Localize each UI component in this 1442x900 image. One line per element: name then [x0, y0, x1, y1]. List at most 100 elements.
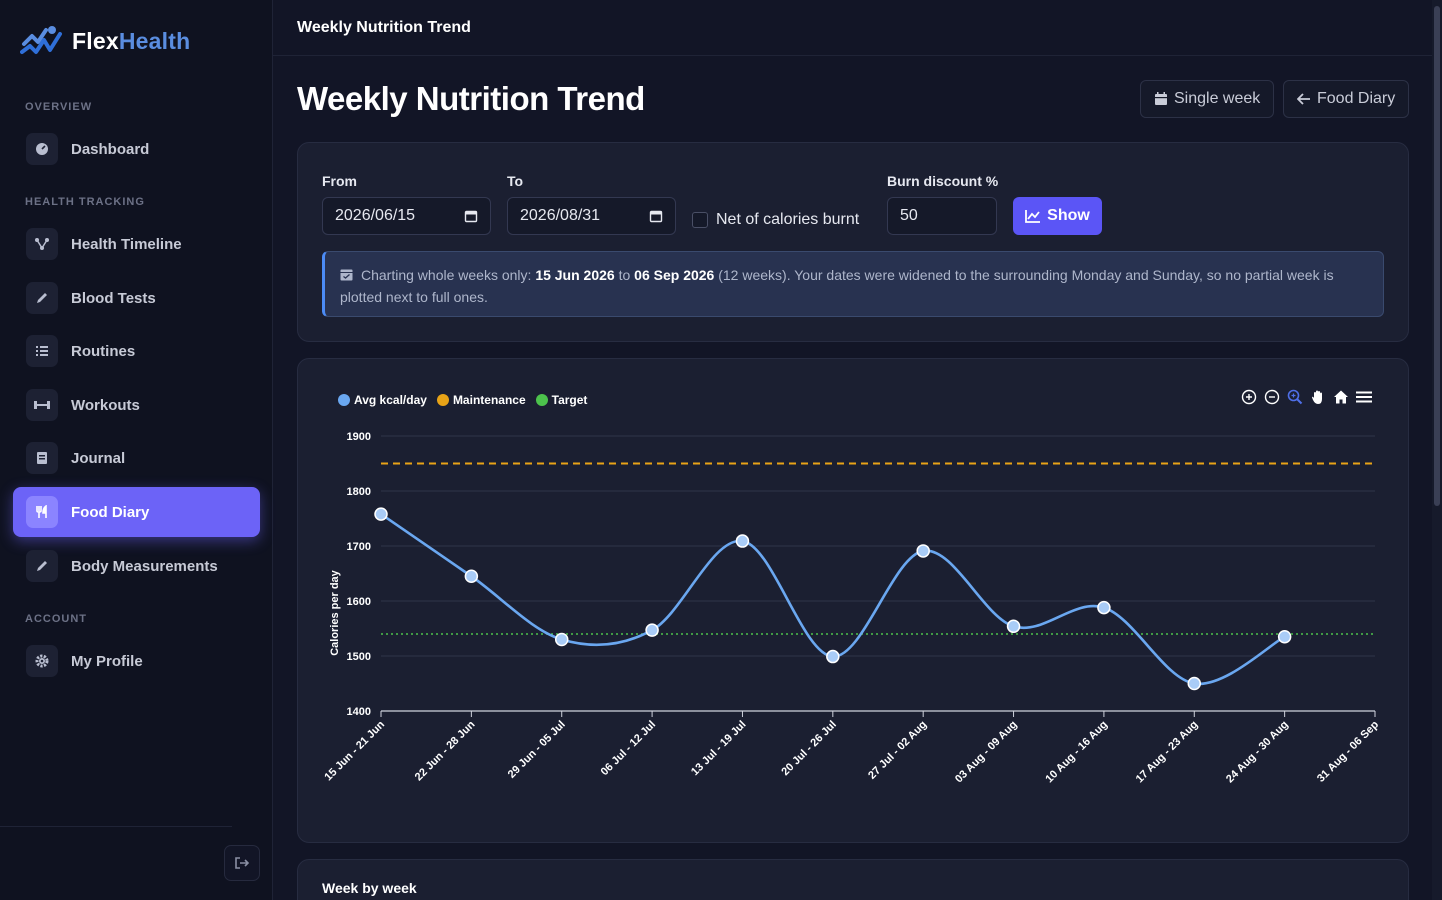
data-point[interactable]: [1097, 600, 1111, 615]
from-date-value: 2026/06/15: [335, 207, 416, 224]
calendar-icon[interactable]: [464, 209, 478, 223]
logout-button[interactable]: [224, 845, 260, 881]
calendar-check-icon: [340, 269, 353, 281]
brand-name: FlexHealth: [72, 27, 191, 54]
info-prefix: Charting whole weeks only:: [361, 267, 536, 283]
scrollbar-thumb[interactable]: [1434, 6, 1440, 506]
info-end-date: 06 Sep 2026: [634, 267, 715, 283]
from-label: From: [322, 173, 357, 189]
section-label-health-tracking: HEALTH TRACKING: [25, 196, 145, 208]
pan-hand-icon[interactable]: [1309, 388, 1327, 406]
sidebar-item-label: Blood Tests: [71, 289, 156, 307]
legend-item-maintenance[interactable]: Maintenance: [436, 393, 526, 407]
x-tick-label: 29 Jun - 05 Jul: [506, 719, 568, 781]
legend-label: Avg kcal/day: [354, 393, 427, 407]
sidebar-item-label: Workouts: [71, 396, 140, 414]
y-tick-label: 1500: [347, 651, 371, 663]
x-tick-label: 17 Aug - 23 Aug: [1134, 719, 1201, 786]
y-tick-label: 1800: [347, 486, 371, 498]
show-button[interactable]: Show: [1013, 197, 1102, 235]
data-point[interactable]: [464, 569, 479, 583]
y-tick-label: 1600: [347, 596, 371, 608]
y-tick-label: 1900: [347, 431, 371, 443]
y-tick-label: 1700: [347, 541, 371, 553]
chart-grid: [381, 435, 1375, 712]
to-date-value: 2026/08/31: [520, 207, 601, 224]
data-point[interactable]: [374, 507, 388, 521]
sidebar-item-label: My Profile: [71, 652, 143, 670]
dumbbell-icon: [26, 389, 58, 421]
timeline-icon: [26, 228, 58, 260]
sidebar-item-workouts[interactable]: Workouts: [13, 380, 260, 430]
sidebar-item-label: Journal: [71, 449, 126, 467]
gear-icon: [26, 645, 58, 677]
to-label: To: [507, 173, 524, 189]
week-by-week-card: Week by week: [297, 859, 1409, 900]
page-title: Weekly Nutrition Trend: [297, 80, 645, 117]
from-date-input[interactable]: 2026/06/15: [322, 197, 491, 235]
burn-discount-label: Burn discount %: [887, 173, 999, 189]
menu-icon[interactable]: [1355, 388, 1373, 406]
zoom-out-icon[interactable]: [1263, 388, 1281, 406]
legend-label: Target: [551, 393, 588, 407]
x-tick-label: 15 Jun - 21 Jun: [322, 718, 387, 783]
week-by-week-title: Week by week: [322, 880, 417, 896]
data-point[interactable]: [554, 632, 569, 647]
sidebar-item-food-diary[interactable]: Food Diary: [13, 487, 260, 537]
section-label-overview: OVERVIEW: [25, 101, 93, 113]
x-tick-label: 13 Jul - 19 Jul: [689, 719, 749, 779]
calendar-icon[interactable]: [649, 209, 663, 223]
net-calories-toggle[interactable]: Net of calories burnt: [692, 211, 859, 229]
data-point[interactable]: [1187, 676, 1202, 691]
sidebar-item-health-timeline[interactable]: Health Timeline: [13, 219, 260, 269]
home-icon[interactable]: [1332, 388, 1350, 406]
legend-label: Maintenance: [452, 393, 526, 407]
burn-discount-input[interactable]: 50: [887, 197, 997, 235]
chart-line-icon: [1025, 210, 1041, 223]
sidebar-item-body-measurements[interactable]: Body Measurements: [13, 541, 260, 591]
legend-item-target[interactable]: Target: [535, 393, 588, 407]
x-tick-label: 03 Aug - 09 Aug: [953, 719, 1020, 786]
sidebar-item-routines[interactable]: Routines: [13, 326, 260, 376]
burn-discount-value: 50: [900, 207, 918, 224]
net-calories-label: Net of calories burnt: [716, 211, 860, 228]
food-diary-back-button[interactable]: Food Diary: [1283, 80, 1410, 118]
x-tick-label: 24 Aug - 30 Aug: [1224, 719, 1291, 786]
sidebar-item-label: Routines: [71, 342, 136, 360]
legend-marker: [436, 394, 449, 406]
legend-item-avg[interactable]: Avg kcal/day: [338, 393, 427, 407]
book-icon: [26, 442, 58, 474]
sidebar-item-my-profile[interactable]: My Profile: [13, 636, 260, 686]
x-tick-label: 22 Jun - 28 Jun: [413, 718, 478, 783]
zoom-select-icon[interactable]: [1286, 388, 1304, 406]
info-start-date: 15 Jun 2026: [535, 267, 615, 283]
x-tick-label: 20 Jul - 26 Jul: [779, 719, 839, 779]
sidebar-item-journal[interactable]: Journal: [13, 433, 260, 483]
zoom-in-icon[interactable]: [1240, 388, 1258, 406]
utensils-icon: [26, 496, 58, 528]
chart-card: Avg kcal/day Maintenance Target 1400 1500…: [297, 358, 1409, 843]
data-point[interactable]: [735, 534, 750, 548]
single-week-label: Single week: [1174, 90, 1261, 107]
y-axis-title: Calories per day: [329, 569, 341, 655]
brand[interactable]: FlexHealth: [20, 24, 190, 58]
gauge-icon: [26, 133, 58, 165]
x-tick-label: 06 Jul - 12 Jul: [599, 719, 659, 779]
sidebar-item-label: Body Measurements: [71, 557, 218, 575]
net-calories-checkbox[interactable]: [692, 212, 708, 228]
to-date-input[interactable]: 2026/08/31: [507, 197, 676, 235]
data-point[interactable]: [1277, 630, 1292, 644]
scrollbar[interactable]: [1432, 0, 1442, 900]
single-week-button[interactable]: Single week: [1140, 80, 1275, 118]
chart-legend: Avg kcal/day Maintenance Target: [338, 393, 587, 407]
data-point[interactable]: [645, 623, 659, 637]
data-point[interactable]: [916, 544, 930, 558]
info-suffix: (12 weeks). Your dates were widened to t…: [340, 267, 1334, 305]
data-point[interactable]: [1006, 619, 1021, 634]
flexhealth-logo-icon: [20, 26, 62, 54]
data-point[interactable]: [826, 649, 840, 664]
sidebar-item-dashboard[interactable]: Dashboard: [13, 124, 260, 174]
sidebar-item-label: Health Timeline: [71, 235, 182, 253]
sidebar-item-blood-tests[interactable]: Blood Tests: [13, 273, 260, 323]
